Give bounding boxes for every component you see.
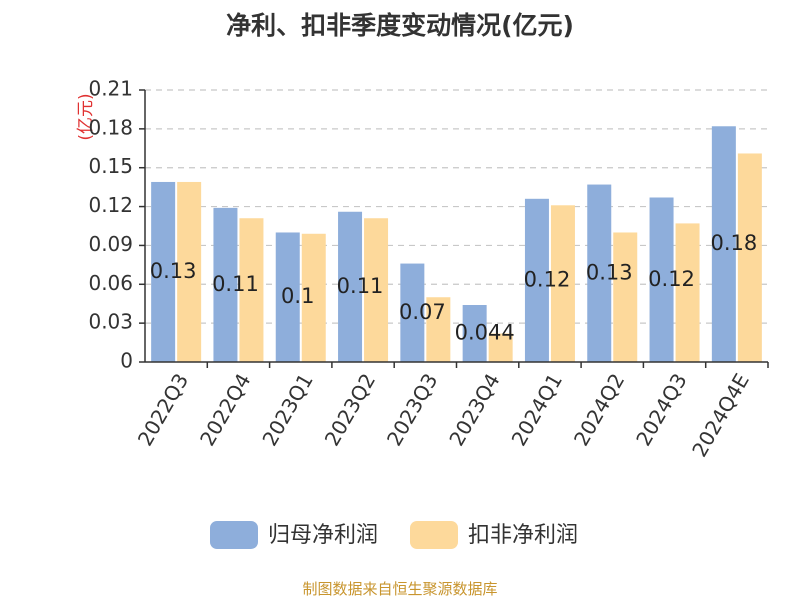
y-axis-ticks: 0 0.03 0.06 0.09 0.12 0.15 0.18 0.21 [88,77,145,373]
legend-swatch [410,521,458,549]
data-label: 0.12 [524,267,571,291]
bar [737,153,762,362]
bar [613,232,638,362]
bar [177,181,202,362]
x-tick-label: 2024Q3 [631,369,691,450]
bar [239,218,264,362]
bar [426,297,451,362]
data-label: 0.11 [212,272,259,296]
x-axis-ticks: 2022Q3 2022Q4 2023Q1 2023Q2 2023Q3 2023Q4 2024… [133,362,769,461]
x-tick-label: 2023Q1 [257,369,317,450]
legend-label: 归母净利润 [268,523,378,548]
data-label: 0.13 [586,260,633,284]
x-tick-label: 2022Q4 [195,369,255,450]
bar [151,181,176,362]
bar [213,207,238,362]
bar [587,184,612,362]
data-label: 0.12 [648,267,695,291]
bars [151,126,762,363]
data-label: 0.1 [281,284,314,308]
bar [711,126,736,363]
legend-swatch [210,521,258,549]
y-tick-label: 0.03 [88,310,133,334]
y-tick-label: 0 [120,349,133,373]
data-label: 0.044 [455,321,515,345]
y-tick-label: 0.15 [88,154,133,178]
y-tick-label: 0.18 [88,115,133,139]
x-tick-label: 2023Q3 [382,369,442,450]
data-labels: 0.13 0.11 0.1 0.11 0.07 0.044 0.12 0.13 0.12 0.18 [150,231,757,344]
bar [524,198,549,362]
chart-title: 净利、扣非季度变动情况(亿元) [226,11,574,40]
bar [675,223,700,362]
source-note: 制图数据来自恒生聚源数据库 [302,580,497,598]
bar [488,333,513,362]
y-tick-label: 0.21 [88,77,133,101]
x-tick-label: 2024Q2 [569,369,629,450]
bar [462,305,487,362]
x-tick-label: 2024Q4E [687,369,754,461]
data-label: 0.18 [710,231,757,255]
bar [649,197,674,362]
x-tick-label: 2024Q1 [507,369,567,450]
x-tick-label: 2023Q4 [444,369,504,450]
y-axis-label: (亿元) [76,93,96,140]
bar [364,218,389,362]
bar [338,211,363,362]
bar [550,205,575,362]
bar [400,263,425,362]
x-tick-label: 2023Q2 [320,369,380,450]
data-label: 0.13 [150,259,197,283]
y-tick-label: 0.06 [88,271,133,295]
legend: 归母净利润 扣非净利润 [210,521,578,549]
bar [275,232,300,362]
bar [301,233,326,362]
data-label: 0.11 [337,274,384,298]
legend-label: 扣非净利润 [468,523,578,548]
x-tick-label: 2022Q3 [133,369,193,450]
data-label: 0.07 [399,300,446,324]
y-tick-label: 0.12 [88,193,133,217]
y-tick-label: 0.09 [88,232,133,256]
